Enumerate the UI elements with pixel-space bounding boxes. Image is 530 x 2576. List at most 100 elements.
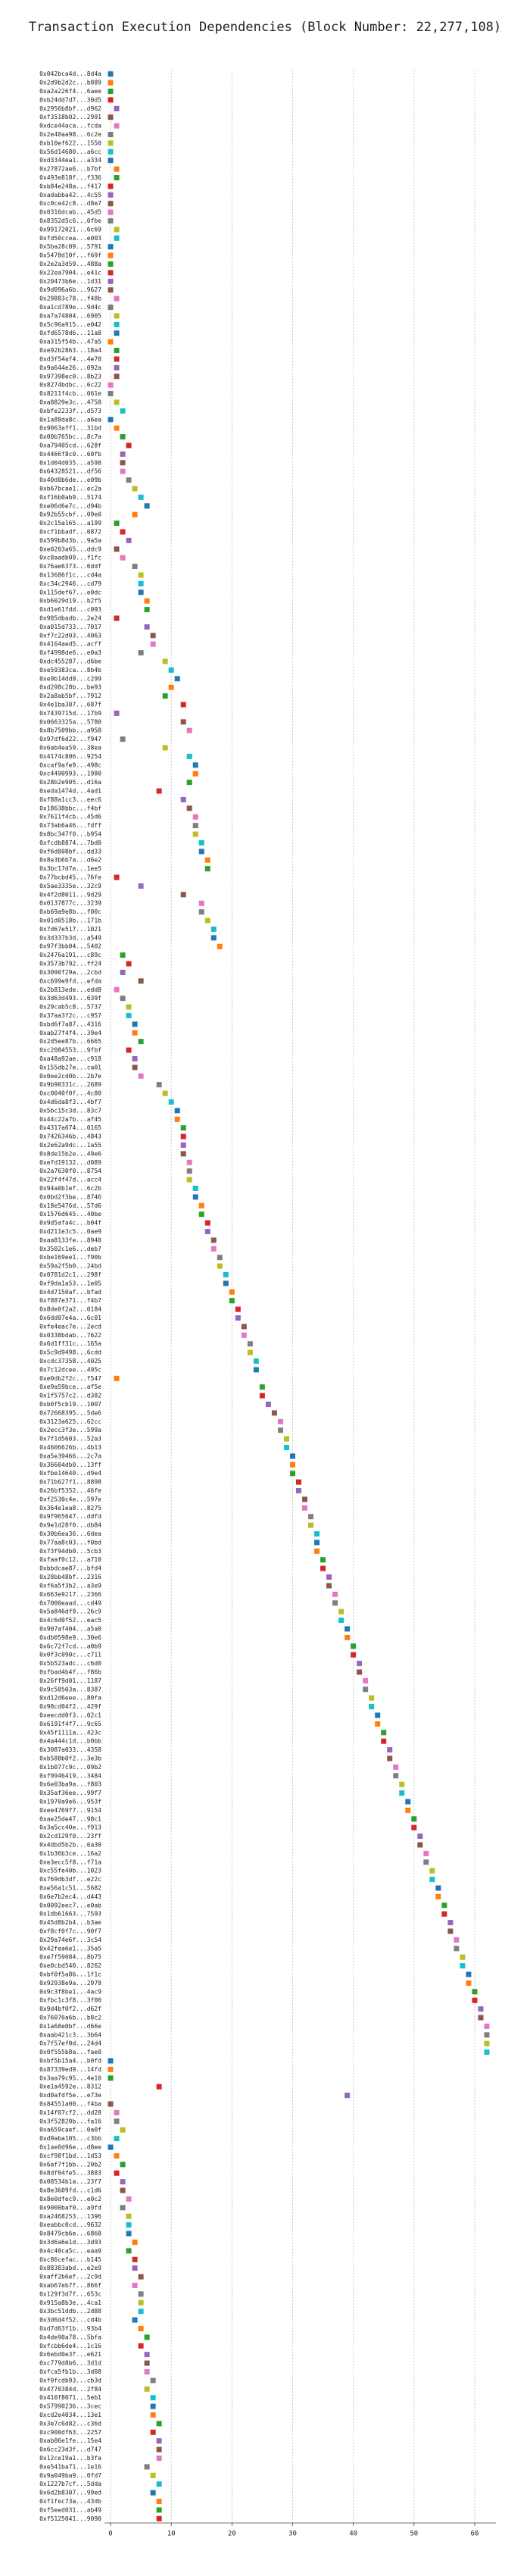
y-tick-label: 0x3502c1e6...deb7	[39, 1246, 101, 1252]
y-tick-label: 0xa2468253...1396	[39, 2213, 101, 2220]
y-tick-label: 0xf5125041...9090	[39, 2515, 101, 2522]
marker	[114, 330, 120, 336]
y-tick-label: 0xf9da1a53...1e05	[39, 1280, 101, 1286]
marker	[393, 1773, 399, 1779]
y-tick-label: 0x5bc15c3d...83c7	[39, 1107, 101, 1114]
y-tick-label: 0xfd6578d6...11a8	[39, 330, 101, 336]
y-tick-label: 0x99172021...6c69	[39, 226, 101, 233]
y-tick-label: 0x76076a6b...b8c2	[39, 2015, 101, 2021]
marker	[472, 1989, 478, 1995]
marker	[108, 417, 114, 423]
marker	[460, 1963, 466, 1969]
marker	[411, 1824, 417, 1830]
marker	[114, 105, 120, 111]
marker	[454, 1937, 460, 1943]
y-tick-label: 0x97f3bb04...5402	[39, 943, 101, 950]
y-tick-label: 0x6cc23d3f...d747	[39, 2446, 101, 2453]
marker	[120, 434, 126, 440]
y-tick-label: 0x5478d10f...f69f	[39, 252, 101, 259]
y-tick-label: 0xfcbb6de4...1c16	[39, 2343, 101, 2349]
y-tick-label: 0x7426346b...4843	[39, 1133, 101, 1140]
marker	[186, 1177, 192, 1183]
y-tick-label: 0x2e62a9dc...1a55	[39, 1142, 101, 1149]
marker	[114, 710, 120, 716]
marker	[114, 425, 120, 431]
y-tick-label: 0x915a8b3e...4ca1	[39, 2299, 101, 2306]
y-tick-label: 0x8de0f2a2...0184	[39, 1306, 101, 1313]
marker	[447, 1928, 454, 1934]
marker	[114, 2152, 120, 2159]
y-tick-label: 0xab27f4f4...39e4	[39, 1030, 101, 1036]
marker	[217, 1263, 223, 1269]
y-tick-label: 0x42fea6e1...35a5	[39, 1945, 101, 1952]
y-tick-label: 0x4d6da8f3...4bf7	[39, 1099, 101, 1105]
y-tick-label: 0xaab421c3...3b64	[39, 2031, 101, 2038]
marker	[156, 2446, 162, 2453]
y-tick-label: 0xc86cefac...b145	[39, 2256, 101, 2263]
y-tick-label: 0x4f2d8011...9d29	[39, 891, 101, 898]
y-tick-label: 0x7439715d...17b9	[39, 710, 101, 717]
y-tick-label: 0xee4769f7...9154	[39, 1807, 101, 1814]
marker	[156, 2515, 162, 2521]
y-tick-label: 0x6c72f7cd...a0b9	[39, 1643, 101, 1649]
marker	[332, 1600, 338, 1606]
y-tick-label: 0x2e48aa98...6c2e	[39, 131, 101, 138]
y-tick-label: 0x87339ed9...14fd	[39, 2066, 101, 2073]
y-tick-label: 0x56d14680...a6cc	[39, 148, 101, 155]
marker	[192, 771, 198, 777]
y-tick-label: 0x8bc347f0...b954	[39, 831, 101, 838]
marker	[466, 1980, 472, 1986]
y-tick-label: 0xeecdd0f3...02c1	[39, 1712, 101, 1718]
y-tick-label: 0xe9b14dd9...c299	[39, 675, 101, 682]
y-tick-label: 0x0f3c090c...c711	[39, 1652, 101, 1658]
marker	[108, 305, 114, 311]
y-tick-label: 0x985dbadb...2e24	[39, 614, 101, 621]
y-tick-label: 0x129f3d7f...653c	[39, 2290, 101, 2297]
y-tick-label: 0xc699e9fd...efda	[39, 977, 101, 984]
marker	[344, 1634, 351, 1640]
marker	[156, 2084, 162, 2090]
y-tick-label: 0x1227b7cf...5dda	[39, 2481, 101, 2487]
marker	[204, 918, 210, 924]
y-tick-label: 0x40d0b6de...e09b	[39, 477, 101, 483]
y-tick-label: 0x3a5cc40e...f913	[39, 1824, 101, 1831]
marker	[150, 633, 156, 639]
y-tick-label: 0xa79405cd...628f	[39, 442, 101, 449]
marker	[180, 796, 186, 802]
marker	[114, 364, 120, 370]
y-tick-label: 0xf6d808bf...dd33	[39, 848, 101, 855]
y-tick-label: 0xb0f5cb19...1007	[39, 1401, 101, 1408]
marker	[247, 1349, 253, 1355]
marker	[150, 2429, 156, 2435]
marker	[144, 2360, 150, 2366]
y-tick-label: 0x14f07cf2...dd28	[39, 2109, 101, 2116]
y-tick-label: 0x8e3b6b7a...d6e2	[39, 857, 101, 864]
x-tick-label: 50	[410, 2531, 418, 2538]
y-tick-label: 0xa015d733...7017	[39, 624, 101, 630]
y-tick-label: 0xab67eb7f...866f	[39, 2282, 101, 2289]
y-tick-label: 0xc2084553...9fbf	[39, 1047, 101, 1054]
marker	[132, 1021, 138, 1027]
y-tick-label: 0xb24dd7d7...30d5	[39, 96, 101, 103]
y-tick-label: 0x30b6ea36...6dea	[39, 1530, 101, 1537]
marker	[108, 391, 114, 397]
y-tick-label: 0xd3f54af4...4e70	[39, 355, 101, 362]
y-tick-label: 0x7f57ef0d...24d4	[39, 2040, 101, 2047]
y-tick-label: 0x7611f4cb...45d6	[39, 814, 101, 821]
y-tick-label: 0x3573b792...ff24	[39, 961, 101, 968]
y-tick-label: 0xa8829e3c...4758	[39, 399, 101, 405]
marker	[198, 909, 204, 915]
marker	[423, 1859, 429, 1865]
y-tick-label: 0xe7f59084...8b75	[39, 1954, 101, 1961]
marker	[180, 719, 186, 725]
marker	[108, 2066, 114, 2072]
y-tick-label: 0x88383abd...e2e9	[39, 2265, 101, 2271]
y-tick-label: 0xe56a1c51...5682	[39, 1884, 101, 1891]
y-tick-label: 0xefd19132...d089	[39, 1159, 101, 1166]
marker	[108, 97, 114, 103]
y-tick-label: 0xb69a9e8b...f00c	[39, 908, 101, 915]
marker	[114, 313, 120, 319]
y-tick-label: 0xa659caef...0a0f	[39, 2127, 101, 2134]
y-tick-label: 0x5ba28c09...5791	[39, 243, 101, 250]
